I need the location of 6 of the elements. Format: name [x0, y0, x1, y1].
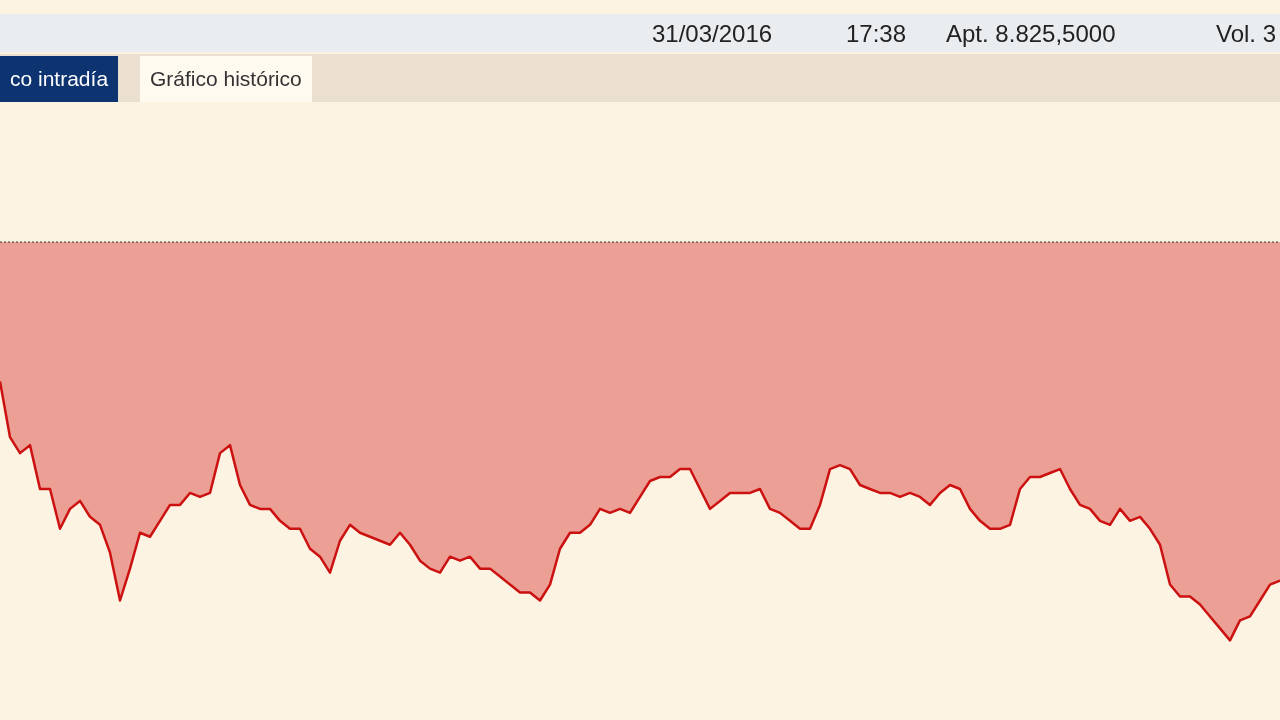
text: Gráfico histórico	[140, 56, 312, 102]
text: 31/03/2016	[652, 20, 773, 48]
text: Vol. 3	[1216, 20, 1277, 48]
text: 17:38	[846, 20, 907, 48]
text: Apt. 8.825,5000	[946, 20, 1116, 48]
text: co intradía	[0, 56, 119, 102]
